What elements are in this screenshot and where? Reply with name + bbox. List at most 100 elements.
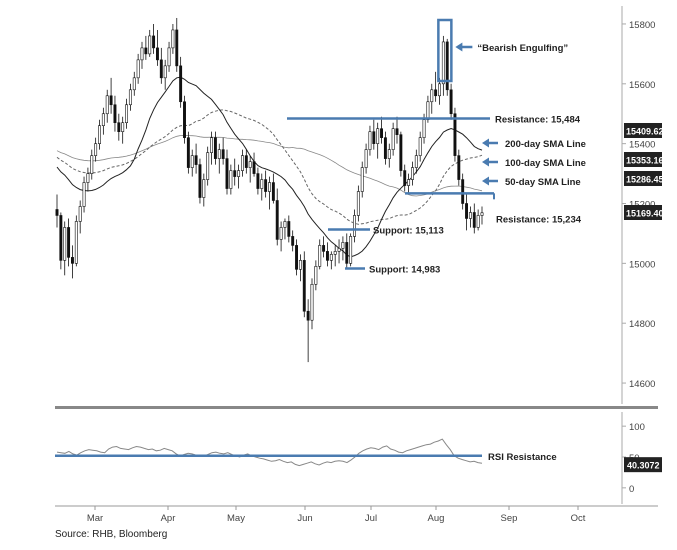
candle-body: [465, 203, 469, 219]
candle-body: [155, 47, 159, 61]
candle-body: [152, 35, 156, 49]
candle-body: [237, 170, 241, 177]
rsi-path: [56, 438, 483, 467]
candle-body: [434, 89, 438, 97]
candle-body: [233, 170, 237, 177]
candle-body: [194, 155, 198, 165]
last-value-box: [624, 152, 662, 167]
rsi-resistance: RSI Resistance 40.3072: [55, 452, 662, 473]
last-value-label: 15286.45: [626, 175, 664, 185]
candle-body: [190, 155, 194, 168]
candle-body: [426, 101, 430, 121]
candle-body: [229, 170, 233, 189]
panel-divider: [55, 406, 658, 409]
rsi-line: [56, 438, 483, 467]
sma-200-path: [56, 134, 483, 197]
candle-body: [206, 152, 210, 180]
month-tick-label: Mar: [87, 513, 103, 524]
month-tick-label: Jul: [365, 513, 377, 524]
candle-body: [445, 41, 449, 91]
price-tick-label: 14600: [629, 379, 655, 390]
candle-body: [283, 221, 287, 228]
last-value-box: [624, 171, 662, 186]
price-panel: 14600148001500015200154001560015800 “Bea…: [55, 6, 664, 404]
candle-body: [387, 149, 391, 159]
candle-body: [453, 113, 457, 156]
candle-body: [202, 179, 206, 198]
candle-body: [383, 137, 387, 159]
candle-body: [418, 137, 422, 156]
candle-body: [306, 310, 310, 321]
candle-body: [298, 260, 302, 270]
candle-body: [78, 206, 82, 222]
candle-body: [240, 155, 244, 171]
candle-body: [132, 77, 136, 91]
last-value-label: 15353.16: [626, 156, 664, 166]
month-tick-label: Jun: [297, 513, 312, 524]
sma-label: 100-day SMA Line: [505, 158, 586, 169]
price-tick-label: 14800: [629, 319, 655, 330]
month-tick-label: Aug: [428, 513, 445, 524]
candle-body: [353, 215, 356, 237]
candle-body: [333, 251, 337, 255]
candle-body: [422, 119, 426, 138]
candle-body: [314, 266, 318, 285]
candle-body: [364, 149, 368, 168]
candle-body: [349, 236, 353, 264]
candle-body: [395, 128, 399, 135]
x-axis-ticks: Mar Apr May Jun Jul Aug Sep Oct: [87, 506, 586, 524]
candle-body: [198, 164, 202, 198]
candle-body: [461, 179, 465, 204]
rsi-resistance-label: RSI Resistance: [488, 452, 557, 463]
bearish-engulfing-label: “Bearish Engulfing”: [477, 43, 568, 54]
candle-body: [252, 161, 256, 174]
candle-body: [144, 47, 148, 55]
candle-body: [430, 89, 434, 103]
last-value-labels: 15409.62 15353.16 15286.45 15169.40: [624, 123, 664, 220]
candle-body: [438, 83, 441, 97]
candle-body: [121, 122, 125, 132]
rsi-last-value-box: [624, 457, 662, 473]
candle-body: [117, 122, 121, 132]
month-tick-label: May: [227, 513, 245, 524]
candle-body: [70, 257, 74, 264]
support-15113-label: Support: 15,113: [373, 226, 444, 237]
candle-body: [221, 149, 225, 159]
candle-body: [399, 134, 403, 171]
candle-body: [63, 227, 67, 261]
candle-body: [59, 215, 63, 261]
sma-100-line: [56, 109, 483, 225]
candle-body: [476, 215, 480, 228]
candle-body: [55, 209, 59, 216]
sma-arrow-head: [482, 176, 489, 186]
candle-body: [167, 47, 171, 67]
candle-body: [322, 245, 326, 252]
candle-body: [380, 128, 384, 138]
candlesticks: [55, 17, 484, 363]
candle-body: [264, 179, 268, 192]
source-note: Source: RHB, Bloomberg: [55, 529, 168, 540]
last-value-label: 15169.40: [626, 209, 664, 219]
candle-body: [410, 167, 414, 180]
price-tick-label: 15800: [629, 20, 655, 31]
candle-body: [210, 137, 214, 153]
candle-body: [171, 29, 175, 49]
candle-body: [140, 47, 144, 61]
candle-body: [260, 179, 264, 189]
candle-body: [403, 170, 407, 186]
candle-body: [271, 182, 275, 201]
last-value-box: [624, 205, 662, 220]
price-tick-label: 15400: [629, 140, 655, 151]
support-14983-label: Support: 14,983: [369, 264, 440, 275]
month-tick-label: Apr: [161, 513, 176, 524]
candle-body: [414, 155, 418, 168]
candle-body: [90, 155, 94, 174]
candle-body: [457, 155, 461, 180]
sma-arrow-head: [482, 157, 489, 167]
sma-label: 200-day SMA Line: [505, 139, 586, 150]
candle-body: [310, 284, 314, 321]
candle-body: [472, 212, 476, 228]
candle-body: [225, 158, 229, 189]
candle-body: [105, 95, 109, 115]
